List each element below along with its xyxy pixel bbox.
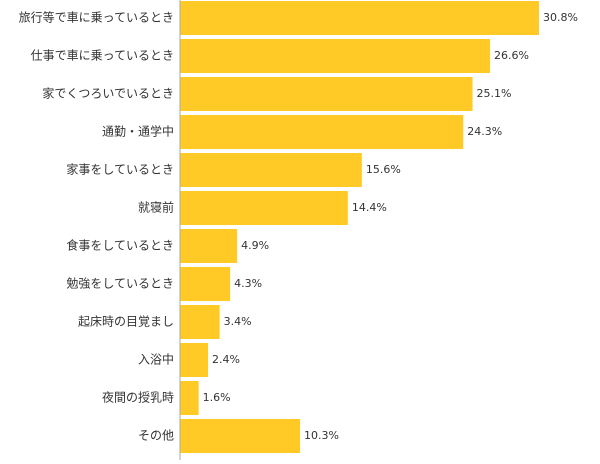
category-label: 勉強をしているとき [66, 277, 174, 291]
category-label: 家でくつろいでいるとき [42, 86, 174, 101]
category-label: 家事をしているとき [66, 162, 174, 177]
category-label: 夜間の授乳時 [102, 390, 174, 405]
bar [180, 419, 301, 453]
value-label: 15.6% [366, 163, 401, 176]
value-label: 1.6% [203, 391, 231, 404]
bar [180, 115, 464, 149]
category-label: 起床時の目覚まし [78, 315, 174, 329]
category-label: 食事をしているとき [66, 238, 174, 253]
bar [180, 343, 208, 377]
value-label: 10.3% [304, 429, 339, 442]
category-label: 仕事で車に乗っているとき [31, 49, 174, 63]
bar [180, 191, 348, 225]
value-label: 24.3% [467, 125, 502, 138]
bar [180, 305, 220, 339]
category-label: 入浴中 [138, 352, 174, 367]
value-label: 30.8% [543, 11, 578, 24]
value-label: 2.4% [212, 353, 240, 366]
value-label: 4.3% [234, 277, 262, 290]
bar [180, 267, 231, 301]
category-label: 就寝前 [138, 200, 174, 215]
bar [180, 77, 473, 111]
bar [180, 153, 362, 187]
bar [180, 229, 238, 263]
value-label: 26.6% [494, 49, 529, 62]
category-label: その他 [138, 429, 174, 443]
bar [180, 39, 491, 73]
value-label: 3.4% [224, 315, 252, 328]
category-label: 旅行等で車に乗っているとき [19, 11, 174, 25]
value-label: 4.9% [241, 239, 269, 252]
category-label: 通勤・通学中 [102, 124, 174, 139]
bar [180, 381, 199, 415]
value-label: 14.4% [352, 201, 387, 214]
value-label: 25.1% [477, 87, 512, 100]
bar [180, 1, 539, 35]
